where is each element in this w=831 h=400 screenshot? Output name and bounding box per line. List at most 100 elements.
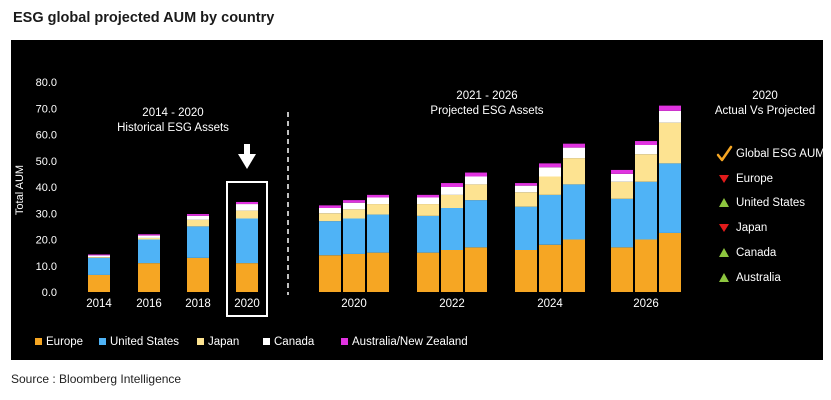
hist-bar-2014-united-states-segment — [88, 257, 110, 275]
hist-bar-2018-canada-segment — [187, 215, 209, 220]
legend-label: Canada — [274, 336, 315, 348]
proj-bar-2026-3-europe-segment — [659, 232, 681, 292]
x-tick-label: 2020 — [234, 298, 260, 310]
proj-bar-2020-1-japan-segment — [319, 213, 341, 222]
proj-bar-2022-2-australia-new-zealand-segment — [441, 183, 463, 187]
hist-bar-2016-australia-new-zealand-segment — [138, 234, 160, 236]
hist-bar-2016-canada-segment — [138, 235, 160, 238]
hist-bar-2020-united-states-segment — [236, 218, 258, 264]
proj-bar-2024-3-japan-segment — [563, 158, 585, 185]
proj-bar-2022-3-australia-new-zealand-segment — [465, 172, 487, 177]
proj-bar-2024-2-canada-segment — [539, 167, 561, 177]
side-panel-title: 2020 — [752, 90, 778, 102]
proj-bar-2022-3-europe-segment — [465, 247, 487, 292]
proj-bar-2024-1-canada-segment — [515, 185, 537, 193]
proj-bar-2022-1-australia-new-zealand-segment — [417, 194, 439, 198]
proj-bar-2020-2-europe-segment — [343, 253, 365, 292]
proj-bar-2024-1-europe-segment — [515, 250, 537, 292]
side-panel-subtitle: Actual Vs Projected — [715, 105, 815, 117]
legend-label: Japan — [208, 336, 239, 348]
y-tick-label: 20.0 — [36, 235, 57, 247]
proj-bar-2020-3-japan-segment — [367, 204, 389, 215]
proj-bar-2026-1-europe-segment — [611, 247, 633, 292]
proj-bar-2022-1-europe-segment — [417, 252, 439, 292]
proj-bar-2026-1-united-states-segment — [611, 198, 633, 248]
side-panel-item: Canada — [736, 247, 777, 259]
legend-label: Europe — [46, 336, 83, 348]
proj-bar-2022-1-japan-segment — [417, 204, 439, 216]
side-panel-item: Japan — [736, 222, 767, 234]
hist-bar-2014-europe-segment — [88, 274, 110, 292]
proj-bar-2020-1-united-states-segment — [319, 221, 341, 256]
proj-bar-2024-3-canada-segment — [563, 147, 585, 159]
down-triangle-icon — [719, 224, 729, 232]
historical-label: 2014 - 2020 — [142, 107, 203, 119]
proj-bar-2022-2-canada-segment — [441, 187, 463, 195]
chart-title: ESG global projected AUM by country — [13, 10, 275, 26]
proj-bar-2024-2-europe-segment — [539, 244, 561, 292]
proj-bar-2022-3-canada-segment — [465, 176, 487, 185]
x-tick-label: 2024 — [537, 298, 563, 310]
x-tick-label: 2022 — [439, 298, 465, 310]
proj-bar-2026-1-canada-segment — [611, 173, 633, 182]
proj-bar-2026-2-australia-new-zealand-segment — [635, 141, 657, 145]
y-tick-label: 80.0 — [36, 77, 57, 89]
proj-bar-2024-2-australia-new-zealand-segment — [539, 163, 561, 168]
hist-bar-2020-australia-new-zealand-segment — [236, 201, 258, 205]
legend-swatch — [263, 338, 270, 345]
historical-sublabel: Historical ESG Assets — [117, 122, 229, 134]
hist-bar-2018-united-states-segment — [187, 226, 209, 258]
proj-bar-2024-1-japan-segment — [515, 192, 537, 207]
proj-bar-2020-3-australia-new-zealand-segment — [367, 194, 389, 198]
proj-bar-2026-3-canada-segment — [659, 110, 681, 123]
hist-bar-2018-australia-new-zealand-segment — [187, 214, 209, 216]
hist-bar-2014-australia-new-zealand-segment — [88, 254, 110, 256]
proj-bar-2020-1-australia-new-zealand-segment — [319, 205, 341, 208]
legend-swatch — [341, 338, 348, 345]
proj-bar-2026-1-australia-new-zealand-segment — [611, 169, 633, 174]
proj-bar-2026-2-europe-segment — [635, 239, 657, 292]
hist-bar-2020-japan-segment — [236, 210, 258, 219]
y-tick-label: 40.0 — [36, 182, 57, 194]
proj-bar-2026-2-canada-segment — [635, 145, 657, 155]
proj-bar-2024-2-united-states-segment — [539, 194, 561, 245]
up-triangle-icon — [719, 198, 729, 207]
proj-bar-2020-1-europe-segment — [319, 255, 341, 292]
proj-bar-2024-3-australia-new-zealand-segment — [563, 143, 585, 148]
proj-bar-2020-1-canada-segment — [319, 208, 341, 214]
hist-bar-2020-europe-segment — [236, 263, 258, 292]
legend-label: United States — [110, 336, 179, 348]
proj-bar-2022-3-japan-segment — [465, 184, 487, 201]
x-tick-label: 2018 — [185, 298, 211, 310]
proj-bar-2022-3-united-states-segment — [465, 200, 487, 248]
proj-bar-2020-2-canada-segment — [343, 202, 365, 210]
proj-bar-2026-2-japan-segment — [635, 154, 657, 182]
proj-bar-2026-2-united-states-segment — [635, 181, 657, 240]
y-tick-label: 0.0 — [42, 287, 57, 299]
y-tick-label: 70.0 — [36, 103, 57, 115]
arrow-shaft — [244, 144, 250, 155]
legend-label: Australia/New Zealand — [352, 336, 468, 348]
legend-swatch — [35, 338, 42, 345]
chart-panel: 0.0 10.0 20.0 30.0 40.0 50.0 60.0 70.0 80.0 Total… — [11, 40, 825, 360]
hist-bar-2016-europe-segment — [138, 263, 160, 292]
legend-swatch — [197, 338, 204, 345]
proj-bar-2024-1-united-states-segment — [515, 206, 537, 250]
y-axis-label: Total AUM — [14, 165, 26, 215]
up-triangle-icon — [719, 273, 729, 282]
x-tick-label: 2020 — [341, 298, 367, 310]
proj-bar-2022-1-united-states-segment — [417, 215, 439, 253]
side-panel-item: Global ESG AUM — [736, 148, 823, 160]
check-icon — [716, 145, 733, 162]
y-tick-label: 10.0 — [36, 261, 57, 273]
x-tick-label: 2016 — [136, 298, 162, 310]
hist-bar-2016-united-states-segment — [138, 239, 160, 264]
hist-bar-2016-japan-segment — [138, 237, 160, 240]
hist-bar-2014-japan-segment — [88, 257, 110, 258]
proj-bar-2026-3-united-states-segment — [659, 163, 681, 233]
hist-bar-2018-japan-segment — [187, 219, 209, 227]
proj-bar-2020-3-united-states-segment — [367, 214, 389, 253]
proj-bar-2026-3-australia-new-zealand-segment — [659, 105, 681, 111]
proj-bar-2024-3-united-states-segment — [563, 184, 585, 240]
proj-bar-2020-3-europe-segment — [367, 252, 389, 292]
